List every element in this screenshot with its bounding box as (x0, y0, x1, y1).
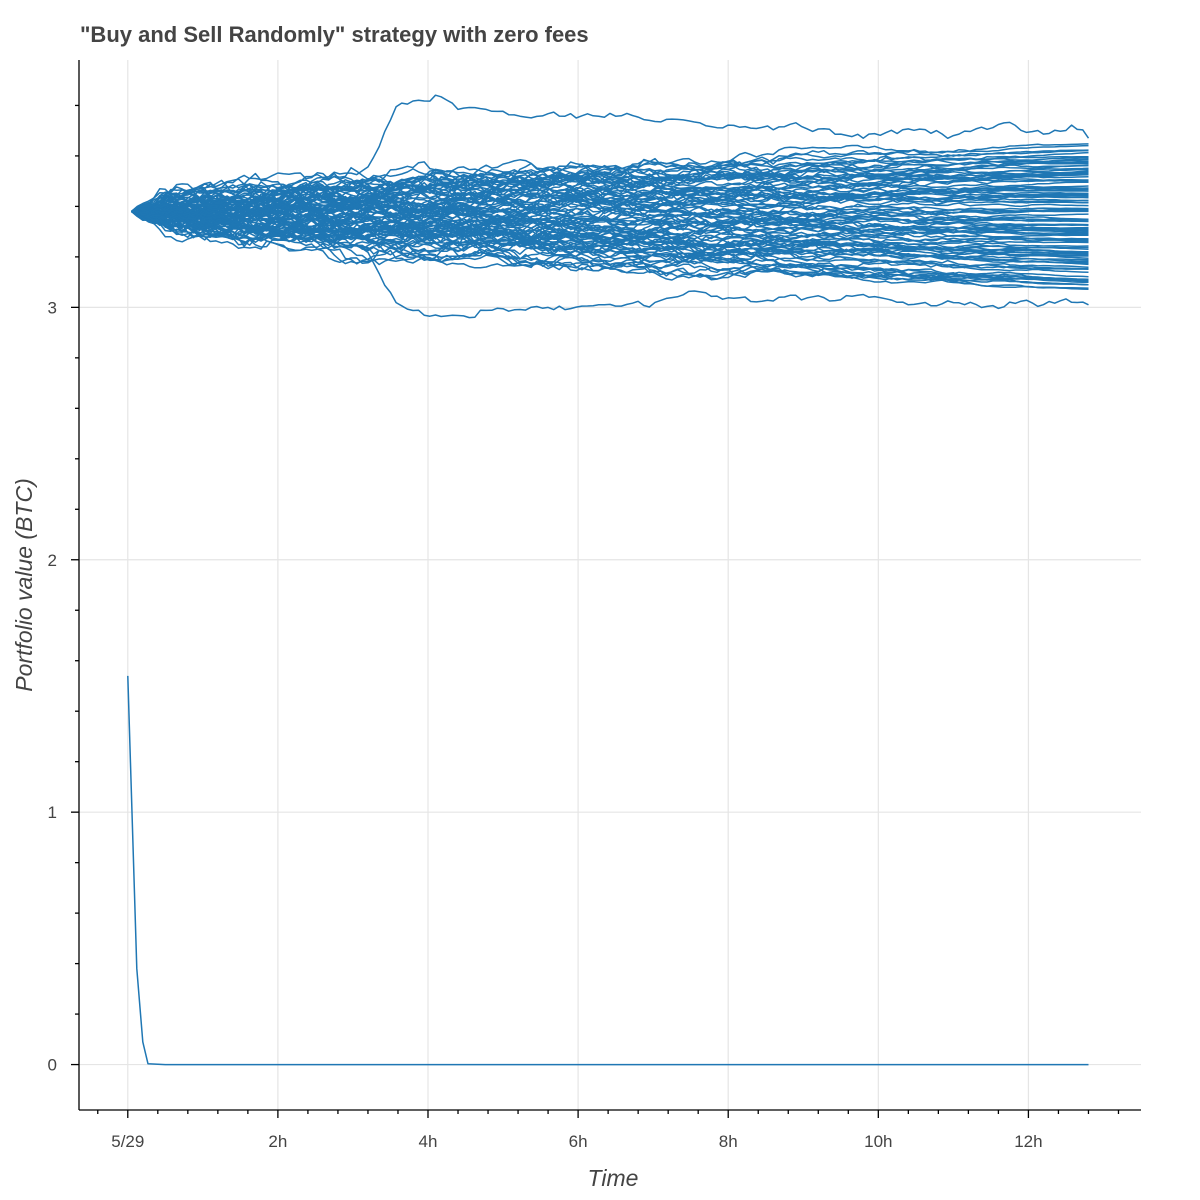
series-line (131, 209, 1089, 233)
x-axis-label: Time (588, 1165, 639, 1191)
series-line (131, 205, 1089, 235)
y-tick-label: 1 (48, 803, 57, 822)
x-tick-label: 8h (719, 1132, 738, 1151)
y-tick-label: 0 (48, 1056, 57, 1075)
series-line (131, 194, 1089, 224)
series-layer (127, 675, 1089, 1066)
series-line (131, 94, 1090, 215)
series-line (131, 151, 1089, 213)
chart-title: "Buy and Sell Randomly" strategy with ze… (80, 22, 589, 47)
x-tick-label: 4h (419, 1132, 438, 1151)
series-line (131, 203, 1089, 235)
x-tick-label: 6h (569, 1132, 588, 1151)
axes: 5/29 2h 4h 6h 8h 10h 12h 0 1 2 3 (48, 60, 1141, 1151)
x-tick-label: 10h (864, 1132, 892, 1151)
x-tick-label: 12h (1014, 1132, 1042, 1151)
y-axis-label: Portfolio value (BTC) (11, 478, 37, 691)
y-tick-label: 2 (48, 551, 57, 570)
series-line (131, 210, 1089, 281)
series-line (127, 675, 1089, 1066)
x-tick-label: 2h (268, 1132, 287, 1151)
simulation-paths (131, 94, 1090, 319)
series-line (131, 149, 1089, 212)
series-line (131, 198, 1089, 232)
x-tick-label: 5/29 (111, 1132, 144, 1151)
series-line (131, 149, 1089, 213)
y-tick-label: 3 (48, 298, 57, 317)
series-line (131, 208, 1089, 319)
